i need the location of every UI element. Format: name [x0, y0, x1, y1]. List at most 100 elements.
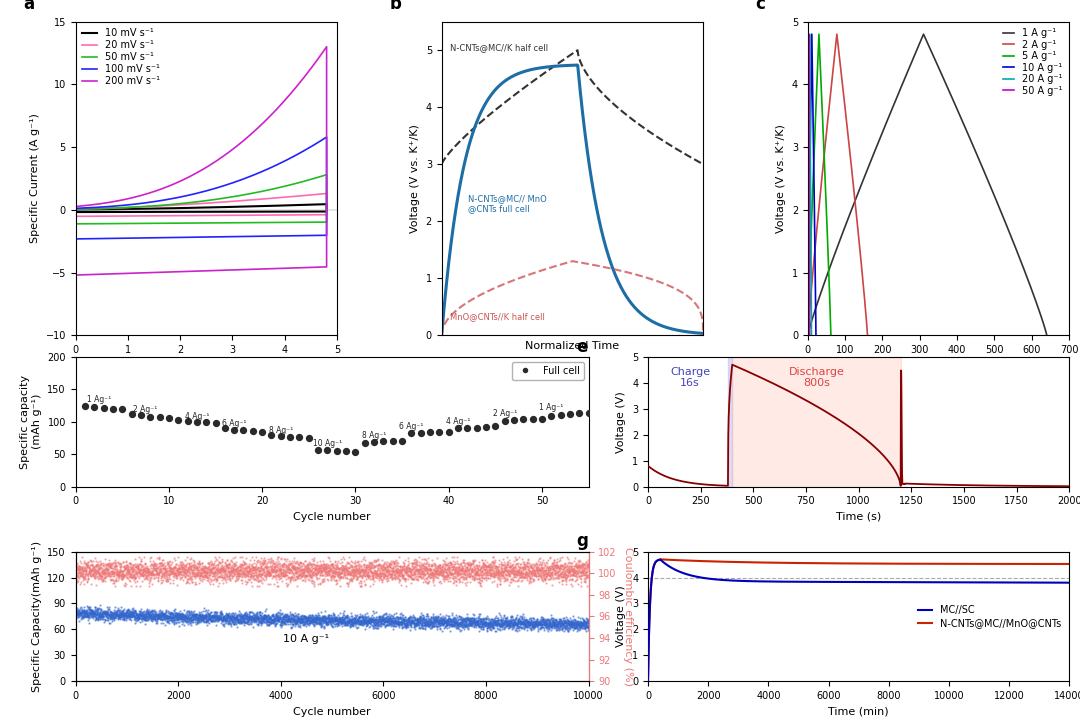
Point [360, 616, 377, 627]
Point [289, 569, 307, 580]
Point [297, 561, 314, 572]
Point [397, 618, 415, 629]
Point [381, 571, 399, 583]
Point [224, 570, 241, 582]
Point [539, 615, 556, 627]
Point [174, 556, 191, 567]
Point [253, 611, 270, 623]
Point [421, 564, 438, 575]
Point [102, 561, 119, 572]
Point [356, 613, 374, 624]
Point [281, 611, 298, 622]
Point [522, 572, 539, 583]
Point [206, 613, 224, 624]
Point [271, 563, 288, 575]
Point [518, 614, 536, 625]
Point [254, 425, 271, 437]
Point [338, 565, 355, 576]
Point [247, 608, 265, 619]
Point [222, 561, 240, 572]
Point [294, 567, 311, 579]
Point [413, 619, 430, 630]
Point [257, 572, 274, 583]
Point [432, 566, 449, 578]
Point [213, 614, 230, 625]
Point [575, 575, 592, 587]
Point [217, 573, 234, 585]
Point [187, 610, 204, 622]
5 A g⁻¹ [812, 30, 825, 38]
Point [496, 619, 513, 630]
Point [315, 562, 333, 573]
Point [110, 604, 127, 616]
Point [551, 560, 568, 572]
Point [381, 618, 399, 629]
Point [476, 616, 494, 628]
Point [248, 556, 266, 567]
Point [240, 618, 257, 629]
Point [80, 562, 97, 574]
Point [364, 567, 381, 579]
Point [80, 562, 97, 574]
Point [283, 572, 300, 583]
Point [426, 620, 443, 632]
Point [154, 609, 172, 620]
Point [406, 564, 423, 575]
Point [444, 619, 461, 631]
Point [213, 614, 230, 625]
Point [391, 616, 408, 628]
Point [327, 567, 345, 579]
Point [321, 567, 338, 578]
Point [214, 562, 231, 574]
Point [230, 567, 247, 578]
Point [351, 611, 368, 623]
Point [361, 565, 378, 576]
Point [141, 608, 159, 619]
Point [374, 612, 391, 624]
Point [154, 562, 172, 574]
Point [382, 568, 400, 580]
Point [309, 572, 326, 584]
Point [160, 559, 177, 571]
Point [102, 573, 119, 585]
Point [505, 619, 523, 630]
Point [238, 578, 255, 590]
Point [119, 566, 136, 578]
Point [556, 623, 573, 634]
Point [542, 572, 559, 583]
Point [431, 616, 448, 627]
Point [70, 565, 87, 576]
Point [332, 570, 349, 581]
Point [294, 567, 311, 579]
Point [401, 619, 418, 630]
Point [133, 567, 150, 578]
Point [521, 557, 538, 569]
Point [526, 566, 543, 578]
Point [355, 569, 373, 580]
Point [435, 618, 453, 629]
Point [458, 619, 475, 631]
Point [502, 618, 519, 629]
Point [252, 606, 269, 617]
Point [548, 559, 565, 570]
Point [161, 568, 178, 580]
Point [253, 616, 270, 627]
Point [78, 558, 95, 570]
Point [296, 610, 313, 622]
Point [476, 617, 494, 629]
Point [206, 606, 224, 617]
Point [80, 609, 97, 621]
Point [276, 565, 294, 577]
Point [548, 614, 565, 626]
Point [488, 619, 505, 630]
Point [416, 565, 433, 577]
Point [382, 568, 400, 580]
Point [475, 558, 492, 570]
Point [109, 605, 126, 616]
Point [287, 616, 305, 628]
Point [203, 611, 220, 623]
Point [406, 613, 423, 624]
Point [164, 611, 181, 622]
Point [400, 573, 417, 585]
Point [333, 565, 350, 576]
